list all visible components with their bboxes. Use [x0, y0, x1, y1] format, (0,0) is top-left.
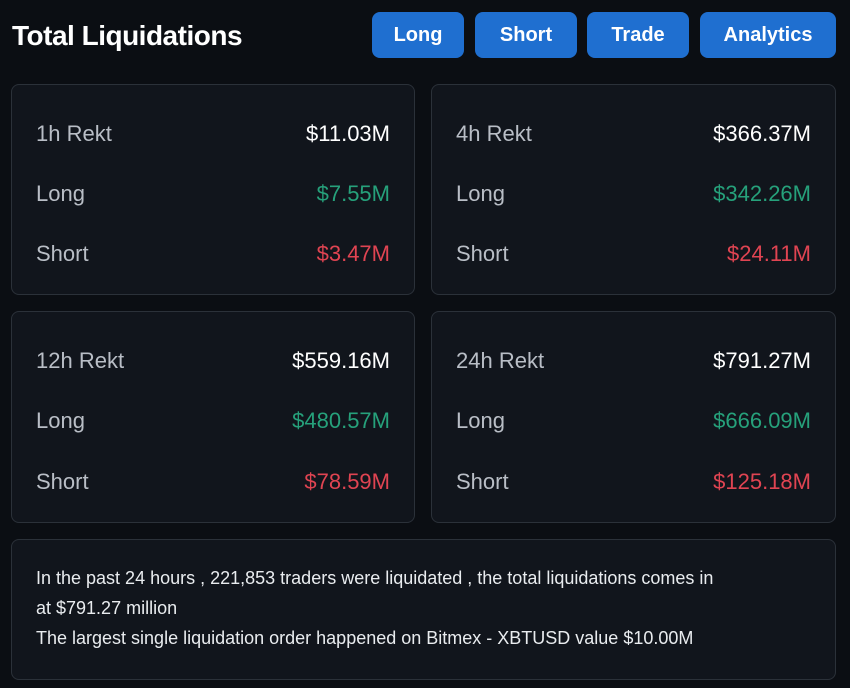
short-row: Short $3.47M [36, 239, 390, 269]
short-label: Short [456, 469, 509, 494]
card-header-row: 4h Rekt $366.37M [456, 119, 811, 149]
long-row: Long $480.57M [36, 406, 390, 436]
card-total-value: $11.03M [306, 121, 390, 146]
card-4h: 4h Rekt $366.37M Long $342.26M Short $24… [431, 84, 836, 295]
long-value: $7.55M [316, 181, 390, 206]
summary-line-3: The largest single liquidation order hap… [36, 628, 694, 648]
card-header-label: 12h Rekt [36, 348, 125, 373]
long-button[interactable]: Long [372, 12, 464, 58]
card-total-value: $559.16M [292, 348, 390, 373]
long-value: $666.09M [713, 408, 811, 433]
long-row: Long $342.26M [456, 179, 811, 209]
card-header-row: 1h Rekt $11.03M [36, 119, 390, 149]
card-24h: 24h Rekt $791.27M Long $666.09M Short $1… [431, 311, 836, 523]
summary-line-2: at $791.27 million [36, 598, 178, 618]
summary-line-1: In the past 24 hours , 221,853 traders w… [36, 568, 714, 588]
analytics-button[interactable]: Analytics [700, 12, 836, 58]
short-label: Short [36, 469, 89, 494]
card-12h: 12h Rekt $559.16M Long $480.57M Short $7… [11, 311, 415, 523]
card-header-row: 24h Rekt $791.27M [456, 346, 811, 376]
card-header-label: 24h Rekt [456, 348, 545, 373]
long-label: Long [456, 181, 505, 206]
page-title: Total Liquidations [12, 20, 243, 51]
long-row: Long $666.09M [456, 406, 811, 436]
trade-button[interactable]: Trade [587, 12, 689, 58]
short-row: Short $125.18M [456, 467, 811, 497]
short-label: Short [36, 241, 89, 266]
card-header-row: 12h Rekt $559.16M [36, 346, 390, 376]
long-label: Long [456, 408, 505, 433]
short-label: Short [456, 241, 509, 266]
short-value: $3.47M [316, 241, 390, 266]
short-row: Short $78.59M [36, 467, 390, 497]
long-label: Long [36, 408, 85, 433]
long-value: $342.26M [713, 181, 811, 206]
long-row: Long $7.55M [36, 179, 390, 209]
card-header-label: 1h Rekt [36, 121, 112, 146]
short-value: $24.11M [727, 241, 811, 266]
long-value: $480.57M [292, 408, 390, 433]
card-header-label: 4h Rekt [456, 121, 532, 146]
long-label: Long [36, 181, 85, 206]
header: Total Liquidations Long Short Trade Anal… [12, 12, 838, 60]
card-1h: 1h Rekt $11.03M Long $7.55M Short $3.47M [11, 84, 415, 295]
card-total-value: $366.37M [713, 121, 811, 146]
short-value: $78.59M [304, 469, 390, 494]
short-row: Short $24.11M [456, 239, 811, 269]
short-button[interactable]: Short [475, 12, 577, 58]
summary-card: In the past 24 hours , 221,853 traders w… [11, 539, 836, 680]
card-total-value: $791.27M [713, 348, 811, 373]
short-value: $125.18M [713, 469, 811, 494]
